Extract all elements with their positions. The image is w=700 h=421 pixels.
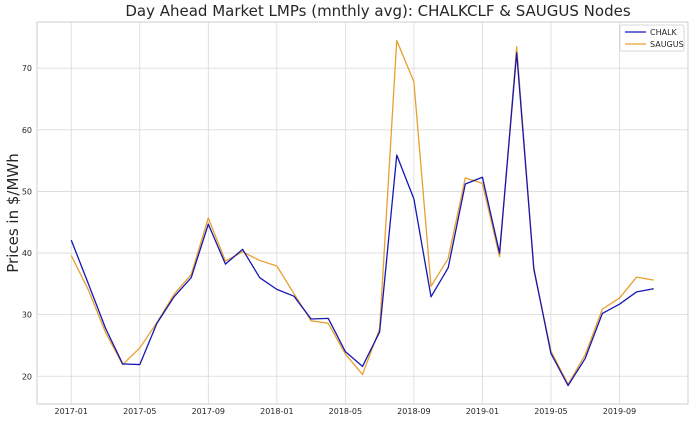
y-tick-label: 30 — [22, 311, 32, 320]
y-tick-label: 60 — [22, 126, 32, 135]
y-tick-label: 50 — [22, 187, 32, 196]
grid-lines — [37, 22, 688, 404]
x-tick-label: 2019-09 — [603, 407, 636, 416]
x-tick-label: 2018-09 — [397, 407, 430, 416]
y-axis-title: Prices in $/MWh — [4, 153, 22, 273]
y-tick-label: 70 — [22, 64, 32, 73]
y-tick-label: 40 — [22, 249, 32, 258]
legend-label-saugus: SAUGUS — [650, 40, 684, 49]
x-tick-label: 2018-01 — [260, 407, 293, 416]
x-tick-label: 2019-05 — [534, 407, 567, 416]
legend: CHALK SAUGUS — [619, 24, 685, 52]
x-tick-label: 2017-09 — [192, 407, 225, 416]
y-tick-label: 20 — [22, 372, 32, 381]
x-tick-label: 2019-01 — [466, 407, 499, 416]
chart-title: Day Ahead Market LMPs (mnthly avg): CHAL… — [125, 2, 630, 20]
series-line-saugus — [70, 39, 654, 385]
series-lines — [70, 39, 654, 387]
legend-label-chalk: CHALK — [650, 28, 678, 37]
x-tick-label: 2017-01 — [55, 407, 88, 416]
tick-labels: 2017-01 2017-05 2017-09 2018-01 2018-05 2018-… — [22, 64, 636, 416]
x-tick-label: 2018-05 — [329, 407, 362, 416]
series-line-chalk — [70, 52, 654, 387]
x-tick-label: 2017-05 — [123, 407, 156, 416]
